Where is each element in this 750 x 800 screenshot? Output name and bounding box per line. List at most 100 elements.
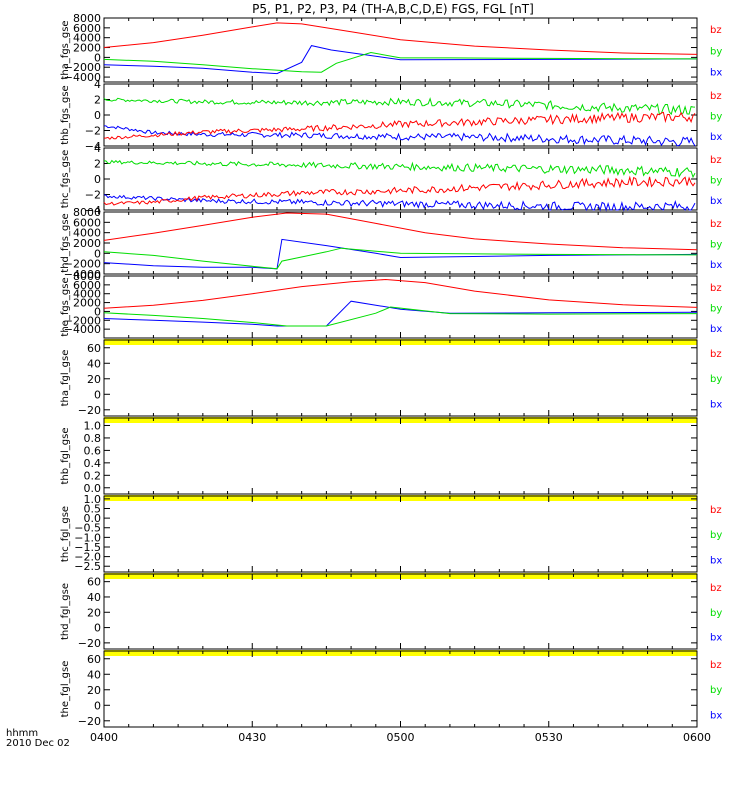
time-axis-label: hhmm	[6, 728, 38, 739]
the_fgs_gse-frame	[103, 275, 698, 339]
thd_fgs_gse-ytick-label: 6000	[73, 216, 101, 229]
thc_fgl_gse-frame	[103, 495, 698, 573]
thb_fgs_gse-series-bz	[103, 111, 696, 140]
time-tick-label: 0430	[238, 731, 266, 744]
tha_fgl_gse-frame	[103, 339, 698, 417]
thb_fgl_gse-ytick-label: 0.4	[84, 457, 102, 470]
thd_fgl_gse-ylabel: thd_fgl_gse	[60, 583, 71, 640]
tha_fgs_gse-ytick-label: 4000	[73, 32, 101, 45]
the_fgl_gse-ytick-label: 20	[87, 684, 101, 697]
thc_fgs_gse-panel: 4 2 0 −2 −4 thc_fgs_gse bz by bx	[60, 142, 722, 217]
the_fgl_gse-ytick-label: −20	[78, 715, 101, 728]
the_fgl_gse-panel: 60 40 20 0 −20 the_fgl_gse bz by bx	[60, 650, 722, 728]
thc_fgl_gse-legend-bx: bx	[710, 555, 722, 566]
the_fgs_gse-legend-bx: bx	[710, 324, 722, 335]
the_fgl_gse-ytick-label: 40	[87, 668, 101, 681]
thb_fgs_gse-legend-bz: bz	[710, 91, 722, 102]
thd_fgs_gse-ytick-label: 0	[94, 247, 101, 260]
thd_fgl_gse-legend-by: by	[710, 608, 722, 619]
thb_fgs_gse-series-bx	[104, 125, 696, 147]
thb_fgl_gse-ytick-label: 0.8	[84, 432, 102, 445]
tha_fgs_gse-ytick-label: 8000	[73, 12, 101, 25]
thb_fgs_gse-ylabel: thb_fgs_gse	[60, 85, 71, 144]
thd_fgs_gse-ylabel: thd_fgs_gse	[60, 213, 71, 272]
tha_fgs_gse-series-by	[103, 51, 698, 73]
thc_fgl_gse-legend-by: by	[710, 530, 722, 541]
the_fgl_gse-ytick-label: 0	[94, 699, 101, 712]
thb_fgs_gse-series-by	[103, 97, 696, 116]
thd_fgl_gse-ytick-label: −20	[78, 637, 101, 650]
thc_fgs_gse-ytick-label: −4	[85, 204, 101, 217]
thd_fgl_gse-legend-bx: bx	[710, 633, 722, 644]
thb_fgl_gse-ytick-label: 0.6	[84, 444, 102, 457]
thb_fgs_gse-ytick-label: 2	[94, 94, 101, 107]
thb_fgs_gse-ytick-label: 0	[94, 109, 101, 122]
thc_fgl_gse-ytick-label: −1.5	[74, 541, 101, 554]
tha_fgs_gse-legend-by: by	[710, 46, 722, 57]
time-tick-label: 0600	[683, 731, 711, 744]
thd_fgs_gse-ytick-label: 4000	[73, 227, 101, 240]
thc_fgs_gse-series-bx	[103, 194, 696, 212]
thc_fgl_gse-ytick-label: −2.0	[74, 551, 101, 564]
thb_fgs_gse-ytick-label: −4	[85, 140, 101, 153]
tha_fgl_gse-ytick-label: −20	[78, 404, 101, 417]
tha_fgs_gse-series-bx	[103, 45, 698, 75]
the_fgs_gse-ytick-label: 8000	[73, 270, 101, 283]
tha_fgs_gse-ytick-label: 2000	[73, 42, 101, 55]
thd_fgl_gse-legend-bz: bz	[710, 583, 722, 594]
thd_fgl_gse-ytick-label: 0	[94, 622, 101, 635]
tha_fgl_gse-legend-bx: bx	[710, 399, 722, 410]
tha_fgl_gse-legend-bz: bz	[710, 349, 722, 360]
time-tick-label: 0530	[535, 731, 563, 744]
thc_fgl_gse-ytick-label: 0.0	[84, 512, 102, 525]
thc_fgs_gse-ylabel: thc_fgs_gse	[60, 150, 71, 209]
time-axis-date: 2010 Dec 02	[6, 738, 70, 749]
thd_fgs_gse-legend-bx: bx	[710, 260, 722, 271]
thd_fgl_gse-ytick-label: 60	[87, 576, 101, 589]
the_fgs_gse-ytick-label: −2000	[64, 314, 101, 327]
the_fgs_gse-ytick-label: 6000	[73, 279, 101, 292]
thc_fgl_gse-legend-bz: bz	[710, 505, 722, 516]
the_fgs_gse-series-by	[103, 306, 698, 327]
tha_fgs_gse-ytick-label: −4000	[64, 71, 101, 84]
tha_fgs_gse-ytick-label: −2000	[64, 61, 101, 74]
thd_fgl_gse-ytick-label: 40	[87, 591, 101, 604]
the_fgs_gse-ytick-label: 0	[94, 305, 101, 318]
thc_fgs_gse-series-bz	[103, 175, 696, 206]
the_fgl_gse-legend-bz: bz	[710, 660, 722, 671]
tha_fgl_gse-panel: 60 40 20 0 −20 tha_fgl_gse bz by bx	[60, 339, 722, 417]
thd_fgl_gse-frame	[103, 573, 698, 650]
time-tick-label: 0400	[90, 731, 118, 744]
thd_fgs_gse-legend-by: by	[710, 239, 722, 250]
tha_fgl_gse-legend-by: by	[710, 374, 722, 385]
the_fgs_gse-ytick-label: 4000	[73, 288, 101, 301]
tha_fgs_gse-ytick-label: 6000	[73, 22, 101, 35]
thd_fgs_gse-series-bx	[103, 238, 698, 270]
the_fgs_gse-legend-by: by	[710, 303, 722, 314]
thb_fgs_gse-legend-by: by	[710, 111, 722, 122]
plot-title: P5, P1, P2, P3, P4 (TH-A,B,C,D,E) FGS, F…	[252, 2, 534, 16]
thb_fgs_gse-panel: 4 2 0 −2 −4 thb_fgs_gse bz by bx	[60, 78, 722, 153]
thc_fgl_gse-ytick-label: −1.0	[74, 531, 101, 544]
thc_fgl_gse-ytick-label: −2.5	[74, 560, 101, 573]
the_fgs_gse-ytick-label: −4000	[64, 323, 101, 336]
time-axis: hhmm 2010 Dec 02 0400 0430 0500 0530 0600	[6, 728, 711, 749]
the_fgs_gse-legend-bz: bz	[710, 283, 722, 294]
thc_fgl_gse-ytick-label: 1.0	[84, 493, 102, 506]
tha_fgs_gse-legend-bx: bx	[710, 67, 722, 78]
thc_fgs_gse-legend-bx: bx	[710, 196, 722, 207]
tha_fgs_gse-ylabel: tha_fgs_gse	[60, 20, 71, 79]
the_fgl_gse-ylabel: the_fgl_gse	[60, 661, 71, 718]
tha_fgs_gse-frame	[103, 17, 698, 83]
tha_fgl_gse-ytick-label: 40	[87, 357, 101, 370]
the_fgl_gse-legend-bx: bx	[710, 710, 722, 721]
tha_fgl_gse-ylabel: tha_fgl_gse	[60, 350, 71, 407]
thc_fgl_gse-ytick-label: 0.5	[84, 503, 102, 516]
thb_fgl_gse-panel: 1.00.80.60.40.20.0 thb_fgl_gse	[60, 417, 698, 495]
thc_fgs_gse-legend-bz: bz	[710, 155, 722, 166]
thb_fgl_gse-frame	[103, 417, 698, 495]
thc_fgl_gse-ylabel: thc_fgl_gse	[60, 506, 71, 562]
